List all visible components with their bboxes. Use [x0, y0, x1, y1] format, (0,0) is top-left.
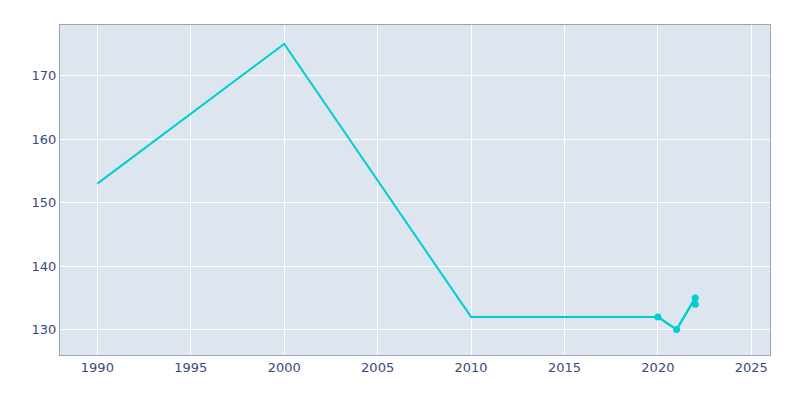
svg-text:170: 170 — [32, 68, 57, 83]
svg-text:1990: 1990 — [81, 360, 114, 375]
svg-text:140: 140 — [32, 259, 57, 274]
svg-text:130: 130 — [32, 322, 57, 337]
svg-text:2025: 2025 — [735, 360, 768, 375]
svg-text:2020: 2020 — [641, 360, 674, 375]
svg-text:2015: 2015 — [548, 360, 581, 375]
svg-text:160: 160 — [32, 132, 57, 147]
svg-text:150: 150 — [32, 195, 57, 210]
svg-text:2005: 2005 — [361, 360, 394, 375]
svg-text:1995: 1995 — [174, 360, 207, 375]
svg-text:2000: 2000 — [268, 360, 301, 375]
svg-text:2010: 2010 — [455, 360, 488, 375]
